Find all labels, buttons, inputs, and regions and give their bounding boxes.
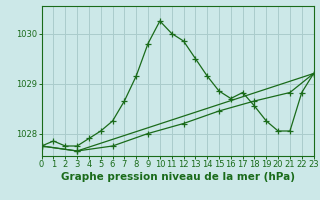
X-axis label: Graphe pression niveau de la mer (hPa): Graphe pression niveau de la mer (hPa) (60, 172, 295, 182)
